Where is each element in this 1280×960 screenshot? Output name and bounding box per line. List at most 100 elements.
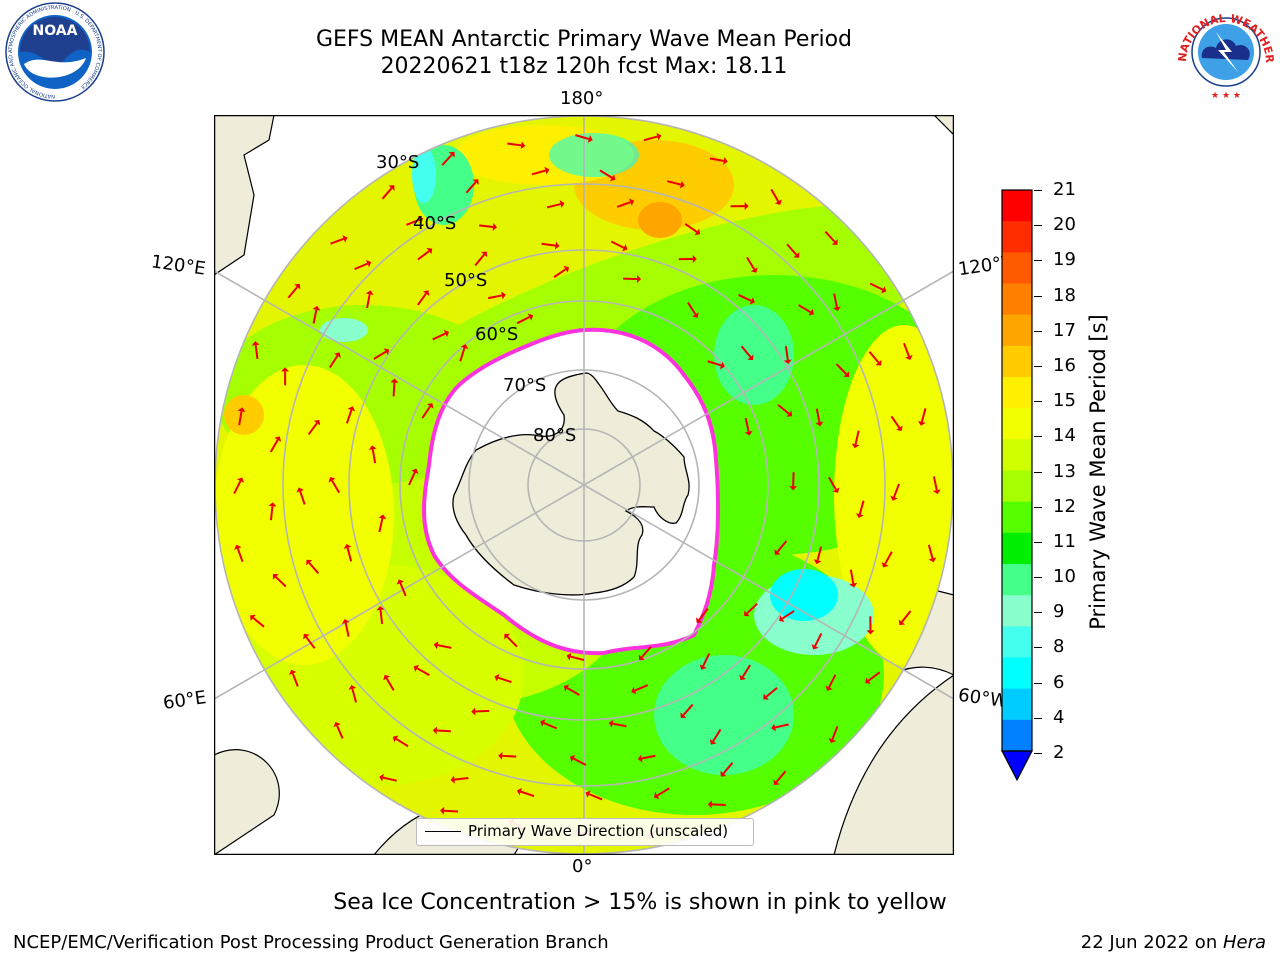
wave-direction-arrow [890, 415, 903, 432]
wave-direction-arrow [540, 719, 558, 730]
wave-direction-arrow [851, 430, 860, 449]
wave-direction-arrow [881, 551, 893, 568]
wave-direction-arrow [774, 540, 788, 555]
wave-direction-arrow [680, 703, 694, 719]
wave-direction-arrow [744, 602, 758, 617]
wave-direction-arrow [251, 341, 260, 360]
wave-direction-arrow [289, 669, 299, 687]
wave-direction-arrow [432, 329, 450, 341]
wave-direction-arrow [237, 407, 246, 426]
wave-direction-arrow [281, 367, 290, 386]
wave-direction-arrow [250, 614, 265, 628]
wave-direction-arrow [487, 291, 506, 300]
wave-direction-arrow [771, 723, 789, 732]
wave-direction-arrow [855, 500, 865, 519]
wave-direction-arrows [233, 132, 941, 839]
wave-direction-arrow [890, 483, 900, 501]
wave-direction-arrow [417, 290, 430, 306]
colorbar-tick-mark [1034, 717, 1042, 719]
wave-direction-arrow [825, 674, 837, 691]
wave-direction-arrow [868, 351, 882, 366]
colorbar-band [1002, 345, 1032, 378]
wave-direction-arrow [779, 610, 795, 622]
colorbar-band [1002, 190, 1032, 222]
colorbar-band [1002, 564, 1032, 596]
wave-direction-arrow [348, 684, 357, 703]
wave-direction-arrow [328, 477, 340, 494]
noaa-logo: NOAA NATIONAL OCEANIC AND ATMOSPHERIC AD… [5, 2, 105, 102]
wave-direction-arrow [638, 646, 652, 661]
colorbar-tick-mark [1034, 506, 1042, 508]
colorbar-band [1002, 532, 1032, 565]
chart-subtitle: 20220621 t18z 120h fcst Max: 18.11 [380, 54, 788, 79]
colorbar-tick-label: 2 [1053, 742, 1065, 763]
wave-direction-arrow [546, 200, 565, 209]
colorbar-tick-label: 10 [1053, 566, 1076, 588]
wave-direction-arrow [684, 223, 701, 236]
colorbar-band [1002, 439, 1032, 471]
wave-direction-arrow [849, 569, 858, 588]
wave-direction-arrow [898, 610, 912, 626]
colorbar-tick-label: 16 [1053, 354, 1076, 376]
lon-label-120e: 120°E [149, 251, 207, 280]
wave-direction-arrow [474, 251, 488, 267]
wave-direction-arrow [678, 255, 697, 264]
wave-direction-arrow [623, 275, 642, 284]
colorbar-tick-label: 21 [1053, 179, 1076, 200]
wave-direction-arrow [343, 543, 353, 562]
wave-direction-arrow [738, 294, 755, 305]
wave-direction-arrow [465, 179, 479, 194]
lon-label-0: 0° [572, 856, 593, 877]
wave-direction-arrow [413, 664, 430, 676]
wave-direction-arrow [541, 241, 560, 250]
colorbar-label: Primary Wave Mean Period [s] [1086, 314, 1110, 630]
colorbar [1001, 189, 1033, 782]
antarctica [452, 372, 690, 596]
wave-direction-arrow [329, 352, 341, 369]
colorbar-tick-label: 12 [1053, 495, 1076, 517]
colorbar-band [1002, 501, 1032, 534]
lat-label-40s: 40°S [413, 213, 457, 234]
wave-direction-arrow [709, 728, 722, 745]
wave-direction-arrow [866, 616, 875, 635]
wave-direction-arrow [815, 408, 824, 427]
colorbar-band [1002, 314, 1032, 347]
colorbar-tick-label: 19 [1053, 249, 1076, 271]
wave-direction-arrow [566, 652, 585, 661]
wave-direction-arrow [303, 633, 316, 649]
colorbar-tick-label: 17 [1053, 319, 1076, 341]
wave-direction-arrow [643, 132, 662, 142]
wave-direction-arrow [494, 673, 512, 684]
wave-direction-arrow [653, 787, 670, 799]
wave-direction-arrow [811, 632, 823, 650]
colorbar-band [1002, 470, 1032, 503]
chart-title: GEFS MEAN Antarctic Primary Wave Mean Pe… [315, 27, 853, 52]
wave-direction-arrow [828, 476, 840, 493]
colorbar-tick-mark [1034, 365, 1042, 367]
wave-direction-arrow [378, 514, 387, 533]
wave-direction-arrow [599, 169, 616, 182]
lat-label-30s: 30°S [376, 152, 420, 173]
wave-direction-arrow [744, 417, 753, 436]
wave-direction-arrow [272, 573, 287, 588]
wave-direction-arrow [777, 404, 793, 417]
colorbar-band [1002, 626, 1032, 658]
wave-direction-arrow [365, 290, 374, 309]
colorbar-tick-mark [1034, 577, 1042, 579]
wave-direction-arrow [406, 216, 424, 226]
wave-direction-arrow [312, 305, 321, 324]
colorbar-band [1002, 252, 1032, 284]
wave-direction-arrow [306, 559, 320, 574]
footer-host: Hera [1222, 932, 1266, 953]
wave-direction-arrow [471, 707, 490, 716]
wave-direction-arrow [333, 721, 344, 739]
wave-direction-arrow [903, 342, 913, 361]
wave-direction-arrow [268, 502, 277, 521]
lon-label-180: 180° [560, 88, 604, 109]
wave-direction-arrow [917, 408, 927, 426]
wave-direction-arrow [390, 378, 399, 397]
wave-direction-arrow [707, 800, 726, 809]
colorbar-band [1002, 221, 1032, 253]
wave-direction-arrow [699, 653, 711, 670]
wave-direction-arrow [828, 726, 839, 744]
